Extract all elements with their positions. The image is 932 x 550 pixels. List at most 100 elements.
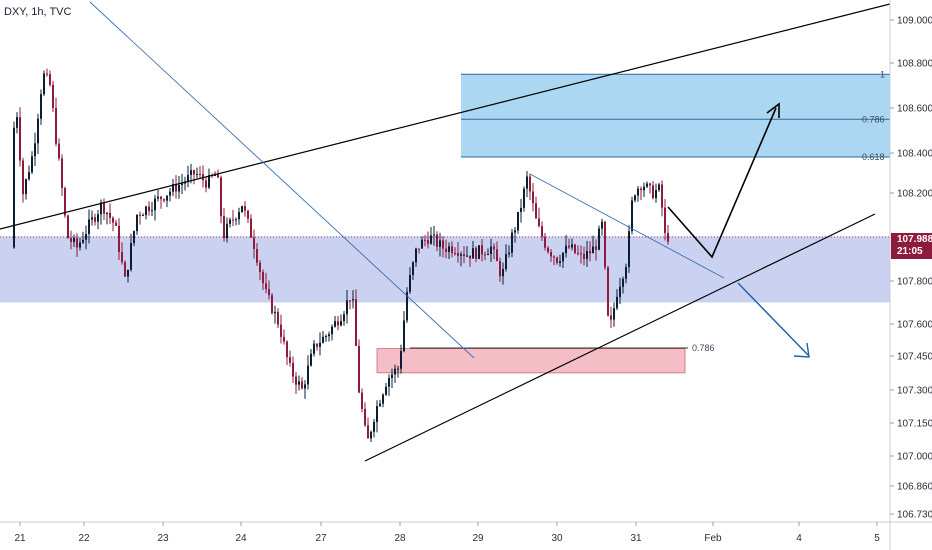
- candle-body: [136, 214, 138, 232]
- candle-body: [532, 191, 534, 204]
- candle: [199, 166, 201, 180]
- candle: [433, 225, 435, 246]
- candle-body: [361, 392, 363, 409]
- candle-body: [616, 296, 618, 309]
- candle: [451, 241, 453, 258]
- candle: [238, 207, 240, 225]
- candle-body: [124, 262, 126, 277]
- candle-body: [445, 248, 447, 252]
- candle-body: [262, 271, 264, 284]
- candle-body: [457, 252, 459, 256]
- candle: [577, 245, 579, 256]
- candle-body: [385, 386, 387, 395]
- candle-body: [277, 311, 279, 325]
- candle: [478, 245, 480, 260]
- candle-body: [481, 245, 483, 255]
- candle: [292, 356, 294, 383]
- current-price-value: 107.988: [897, 234, 932, 245]
- candle-body: [334, 321, 336, 327]
- candle: [202, 165, 204, 188]
- candle-body: [154, 198, 156, 211]
- candle: [619, 277, 621, 305]
- candle: [154, 194, 156, 221]
- candle-body: [646, 183, 648, 187]
- candle-body: [166, 195, 168, 201]
- y-tick-label: 107.450: [897, 352, 932, 363]
- candle-body: [469, 255, 471, 259]
- candle: [250, 214, 252, 238]
- candle: [76, 233, 78, 257]
- candle: [493, 243, 495, 260]
- candle-body: [301, 381, 303, 389]
- candle: [379, 399, 381, 407]
- candle: [364, 402, 366, 427]
- candle: [490, 238, 492, 262]
- candle: [394, 364, 396, 383]
- candle: [214, 171, 216, 177]
- candle: [328, 331, 330, 342]
- x-tick-label: 31: [630, 533, 642, 544]
- candle: [220, 175, 222, 224]
- candle: [310, 349, 312, 367]
- candle: [520, 198, 522, 223]
- candle: [418, 248, 420, 254]
- candle: [307, 355, 309, 390]
- candle-body: [151, 210, 153, 212]
- y-tick-label: 108.400: [897, 149, 932, 160]
- candle: [322, 330, 324, 344]
- candle-body: [565, 245, 567, 253]
- candle-body: [97, 214, 99, 222]
- candle-body: [226, 223, 228, 239]
- candle: [13, 121, 15, 249]
- candle-body: [43, 73, 45, 95]
- candle: [79, 237, 81, 251]
- candle: [436, 231, 438, 252]
- candle-body: [73, 238, 75, 242]
- candle-body: [499, 261, 501, 277]
- candle: [415, 247, 417, 267]
- candle-body: [121, 252, 123, 263]
- candle: [496, 241, 498, 262]
- candle-body: [421, 239, 423, 249]
- candle-body: [394, 368, 396, 375]
- candle-body: [367, 425, 369, 439]
- candle-body: [511, 232, 513, 253]
- candle-body: [664, 207, 666, 233]
- candle: [262, 269, 264, 291]
- candle: [22, 157, 24, 203]
- candle: [331, 324, 333, 341]
- candle: [175, 175, 177, 199]
- candle-body: [598, 228, 600, 250]
- candle-body: [28, 172, 30, 180]
- fib-level-label: 0.618: [862, 152, 885, 162]
- candle: [151, 202, 153, 217]
- candle-body: [31, 156, 33, 173]
- candle-body: [145, 206, 147, 216]
- candle-body: [19, 117, 21, 161]
- candle: [517, 211, 519, 234]
- candle-body: [109, 212, 111, 218]
- candle: [82, 231, 84, 245]
- candle-body: [595, 246, 597, 250]
- candle: [34, 132, 36, 166]
- candle: [301, 377, 303, 390]
- candle: [169, 187, 171, 202]
- candle: [232, 209, 234, 227]
- candle: [646, 181, 648, 189]
- candle-body: [628, 231, 630, 268]
- candle: [439, 232, 441, 257]
- candle: [598, 225, 600, 251]
- candle-body: [643, 186, 645, 191]
- candle: [514, 226, 516, 243]
- candle: [484, 251, 486, 261]
- candle: [610, 306, 612, 329]
- candle-body: [586, 250, 588, 259]
- bullish-forecast-arrowhead: [766, 102, 780, 118]
- candle: [25, 178, 27, 200]
- candle-body: [292, 362, 294, 377]
- candle: [97, 209, 99, 230]
- candle: [148, 201, 150, 216]
- candle-body: [442, 240, 444, 249]
- candle: [127, 269, 129, 283]
